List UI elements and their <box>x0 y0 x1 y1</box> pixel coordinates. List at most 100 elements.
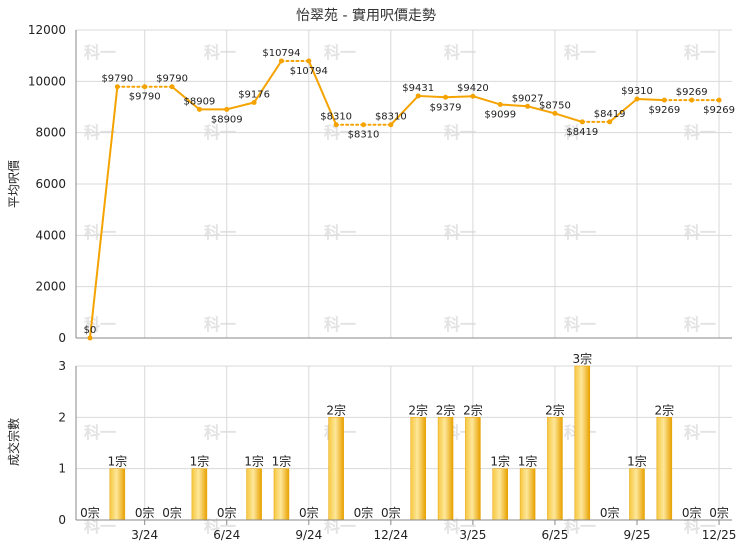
price-tick-label: 12000 <box>28 23 66 37</box>
x-tick-label: 3/25 <box>459 528 486 542</box>
price-data-label: $9310 <box>621 86 653 97</box>
x-tick-label: 6/25 <box>541 528 568 542</box>
watermark-text: 科一 <box>204 43 236 62</box>
price-point <box>333 122 339 128</box>
price-data-label: $8909 <box>211 114 243 125</box>
count-data-label: 1宗 <box>190 454 210 469</box>
price-tick-label: 8000 <box>35 126 66 140</box>
watermark-text: 科一 <box>444 517 476 536</box>
price-line-segment <box>89 85 119 339</box>
count-data-label: 0宗 <box>135 505 155 520</box>
count-data-label: 0宗 <box>299 505 319 520</box>
price-data-label: $9431 <box>402 83 434 94</box>
watermark-text: 科一 <box>324 315 356 334</box>
count-data-label: 1宗 <box>490 454 510 469</box>
price-point <box>443 94 449 100</box>
price-point <box>114 84 120 90</box>
count-data-label: 0宗 <box>80 505 100 520</box>
price-point <box>361 122 366 128</box>
price-point <box>388 122 394 128</box>
price-data-label: $8310 <box>320 112 352 123</box>
count-bar <box>246 468 262 521</box>
count-bar <box>109 468 126 521</box>
transactions-panel: 0 1 2 3 0宗 1宗 0宗 0宗 1宗 0宗 1宗 1宗 0宗 2宗 0宗 0宗 2宗 2宗 2宗 1宗 1宗 2宗… <box>58 351 736 542</box>
count-data-label: 0宗 <box>381 505 401 520</box>
count-data-label: 0宗 <box>354 505 374 520</box>
price-line-segment <box>225 101 256 111</box>
count-data-label: 1宗 <box>244 454 264 469</box>
count-data-label: 0宗 <box>162 505 182 520</box>
watermark-text: 科一 <box>324 223 356 242</box>
count-data-label: 2宗 <box>655 402 675 417</box>
watermark-text: 科一 <box>444 43 476 62</box>
price-tick-label: 10000 <box>28 74 66 88</box>
price-point <box>497 101 503 107</box>
count-data-label: 0宗 <box>682 505 702 520</box>
chart-title: 怡翠苑 - 實用呎價走勢 <box>296 7 436 24</box>
watermark-text: 科一 <box>84 517 116 536</box>
price-line-segment <box>608 98 638 123</box>
price-point <box>661 97 667 103</box>
price-point <box>224 106 230 112</box>
price-point <box>470 93 476 99</box>
price-axis-title: 平均呎價 <box>7 160 21 208</box>
watermark-text: 科一 <box>84 223 116 242</box>
watermark-text: 科一 <box>564 517 596 536</box>
watermark-text: 科一 <box>684 423 716 442</box>
price-data-label: $9790 <box>101 74 133 85</box>
count-data-label: 2宗 <box>545 402 565 417</box>
price-point <box>415 93 421 99</box>
count-data-label: 0宗 <box>217 505 237 520</box>
count-bar <box>547 417 563 521</box>
price-data-label: $9027 <box>512 93 544 104</box>
watermark-text: 科一 <box>684 223 716 242</box>
count-bar <box>191 468 208 521</box>
watermark-text: 科一 <box>204 517 236 536</box>
price-data-label: $0 <box>84 325 97 336</box>
price-data-label: $9269 <box>676 87 708 98</box>
count-data-label: 2宗 <box>326 402 346 417</box>
count-data-label: 2宗 <box>408 402 428 417</box>
price-data-label: $8310 <box>348 130 380 141</box>
watermark-text: 科一 <box>84 423 116 442</box>
x-tick-label: 6/24 <box>213 528 240 542</box>
count-data-label: 1宗 <box>518 454 538 469</box>
price-data-label: $9379 <box>430 102 462 113</box>
count-bar <box>629 468 645 521</box>
count-data-label: 2宗 <box>436 402 456 417</box>
watermark-text: 科一 <box>204 223 236 242</box>
price-point <box>169 84 175 90</box>
watermark-text: 科一 <box>564 223 596 242</box>
price-point <box>278 58 284 64</box>
price-line-segment <box>171 85 201 111</box>
count-bar <box>328 417 344 521</box>
x-tick-label: 12/24 <box>374 528 409 542</box>
price-point <box>552 110 558 116</box>
watermark-text: 科一 <box>684 43 716 62</box>
count-data-label: 0宗 <box>600 505 620 520</box>
count-data-label: 1宗 <box>627 454 647 469</box>
price-tick-label: 4000 <box>35 228 66 242</box>
price-data-label: $8909 <box>183 96 215 107</box>
price-point <box>87 335 93 341</box>
price-tick-label: 2000 <box>35 280 66 294</box>
count-bar <box>492 468 508 521</box>
price-data-label: $10794 <box>262 48 300 59</box>
count-bar <box>437 417 454 521</box>
price-panel: 0 2000 4000 6000 8000 10000 12000 $0 $9790 $9790 $… <box>28 23 735 345</box>
price-point <box>689 97 695 103</box>
count-data-label: 0宗 <box>709 505 729 520</box>
price-tick-label: 0 <box>58 331 66 345</box>
watermark-text: 科一 <box>324 517 356 536</box>
price-point <box>306 58 312 64</box>
count-data-label: 1宗 <box>272 454 292 469</box>
x-tick-label: 9/25 <box>624 528 651 542</box>
price-data-label: $9790 <box>156 74 188 85</box>
price-data-label: $9269 <box>703 105 735 116</box>
price-point <box>579 119 585 125</box>
count-tick-label: 0 <box>58 513 66 527</box>
price-data-label: $9099 <box>484 109 516 120</box>
price-line-segment <box>636 98 666 102</box>
